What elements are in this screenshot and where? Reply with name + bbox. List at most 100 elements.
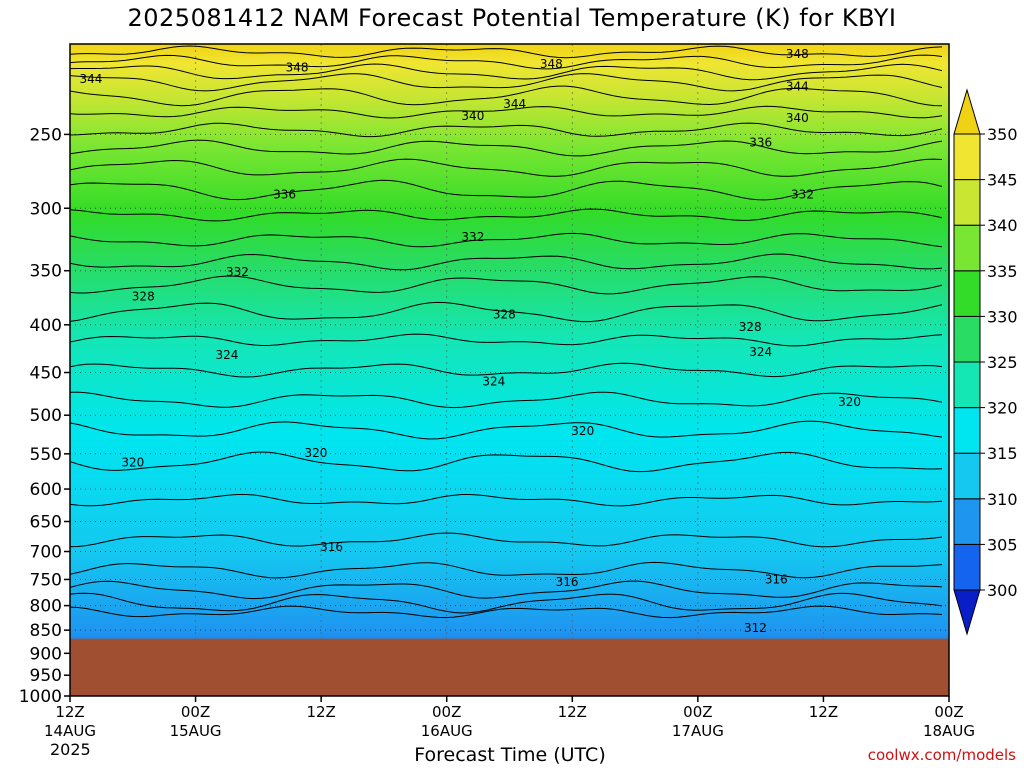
contour-line <box>70 532 943 548</box>
contour-line <box>70 605 943 619</box>
contour-label: 340 <box>786 111 809 125</box>
x-tick-label: 12Z <box>558 703 587 721</box>
y-tick-label: 1000 <box>19 687 62 707</box>
contour-label: 324 <box>749 345 772 359</box>
y-tick-label: 950 <box>30 666 62 686</box>
contour-line <box>70 54 943 70</box>
contour-label: 344 <box>503 97 526 111</box>
colorbar-extend-bottom <box>953 589 981 636</box>
contour-label: 344 <box>786 79 809 93</box>
contour-label: 320 <box>121 456 144 470</box>
x-tick-label: 12Z <box>55 703 84 721</box>
contour-label: 336 <box>273 188 296 202</box>
contour-line <box>70 253 943 271</box>
contour-line <box>70 301 943 323</box>
x-tick-date: 15AUG <box>170 722 222 740</box>
plot-area: 348 348 348 344 344 344 340 340 336 336 332 332 332 3… <box>70 44 949 696</box>
x-tick-label: 12Z <box>306 703 335 721</box>
contour-label: 316 <box>556 575 579 589</box>
contour-label: 328 <box>739 320 762 334</box>
colorbar-extend-top <box>953 88 981 135</box>
contour-label: 348 <box>286 61 309 75</box>
colorbar-segment <box>953 407 981 454</box>
x-axis-label: Forecast Time (UTC) <box>414 744 606 766</box>
contour-line <box>70 561 943 579</box>
colorbar-segment <box>953 498 981 545</box>
x-tick-label: 00Z <box>683 703 712 721</box>
contour-line <box>70 73 943 92</box>
contour-label: 320 <box>571 424 594 438</box>
y-tick-label: 550 <box>30 445 62 465</box>
ground-area <box>70 638 949 696</box>
contour-line <box>70 139 943 157</box>
colorbar-segment <box>953 133 981 181</box>
colorbar-segment <box>953 452 981 500</box>
colorbar-tick-label: 340 <box>987 216 1018 235</box>
colorbar-tick-label: 350 <box>987 125 1018 144</box>
contour-line <box>70 85 943 107</box>
y-tick-label: 500 <box>30 406 62 426</box>
x-tick-date: 17AUG <box>672 722 724 740</box>
contour-label: 320 <box>304 446 327 460</box>
contour-line <box>70 333 943 347</box>
colorbar-tick-label: 315 <box>987 444 1018 463</box>
contour-label: 328 <box>132 289 155 303</box>
contour-line <box>70 158 943 177</box>
contour-label: 332 <box>226 265 249 279</box>
colorbar: 350 345 340 335 330 325 320 315 310 305 300 <box>953 88 1018 636</box>
contour-label: 316 <box>320 540 343 554</box>
y-tick-label: 850 <box>30 621 62 641</box>
contour-label: 348 <box>540 57 563 71</box>
colorbar-segment <box>953 270 981 317</box>
colorbar-segment <box>953 224 981 272</box>
colorbar-tick-label: 330 <box>987 307 1018 326</box>
colorbar-tick-label: 345 <box>987 171 1018 190</box>
contour-line <box>70 63 943 81</box>
plot-frame <box>69 43 950 697</box>
y-tick-label: 700 <box>30 543 62 563</box>
contour-label: 320 <box>838 395 861 409</box>
colorbar-tick-label: 310 <box>987 490 1018 509</box>
credit-link[interactable]: coolwx.com/models <box>867 746 1016 764</box>
contour-line <box>70 391 943 409</box>
colorbar-tick-label: 335 <box>987 262 1018 281</box>
contour-label: 324 <box>216 348 239 362</box>
year-label: 2025 <box>50 740 91 759</box>
contour-line <box>70 122 943 138</box>
contour-label: 316 <box>765 572 788 586</box>
y-tick-label: 400 <box>30 316 62 336</box>
x-tick-date: 16AUG <box>421 722 473 740</box>
colorbar-tick-label: 300 <box>987 581 1018 600</box>
contour-line <box>70 494 943 507</box>
y-tick-label: 650 <box>30 512 62 532</box>
contour-line <box>70 420 943 440</box>
colorbar-tick-label: 320 <box>987 399 1018 418</box>
x-tick-date: 14AUG <box>44 722 96 740</box>
contour-line <box>70 208 943 222</box>
contour-label: 336 <box>749 135 772 149</box>
chart-title: 2025081412 NAM Forecast Potential Temper… <box>127 4 897 32</box>
y-tick-label: 250 <box>30 125 62 145</box>
contour-label: 348 <box>786 47 809 61</box>
x-tick-date: 18AUG <box>923 722 975 740</box>
contour-line <box>70 362 943 378</box>
y-tick-label: 750 <box>30 570 62 590</box>
contour-line <box>70 580 943 600</box>
y-axis: 250 300 350 400 450 500 550 600 650 700 750 800 850 9… <box>19 125 70 707</box>
contour-line <box>70 45 943 59</box>
contour-label: 340 <box>461 109 484 123</box>
y-tick-label: 450 <box>30 364 62 384</box>
y-tick-label: 300 <box>30 199 62 219</box>
contour-line <box>70 275 943 295</box>
colorbar-segment <box>953 543 981 591</box>
contour-line <box>70 232 943 248</box>
contour-label: 332 <box>461 230 484 244</box>
y-tick-label: 600 <box>30 480 62 500</box>
contour-label: 324 <box>482 374 505 388</box>
x-tick-label: 12Z <box>809 703 838 721</box>
colorbar-segment <box>953 179 981 226</box>
contour-label: 312 <box>744 621 767 635</box>
contour-label: 328 <box>493 308 516 322</box>
